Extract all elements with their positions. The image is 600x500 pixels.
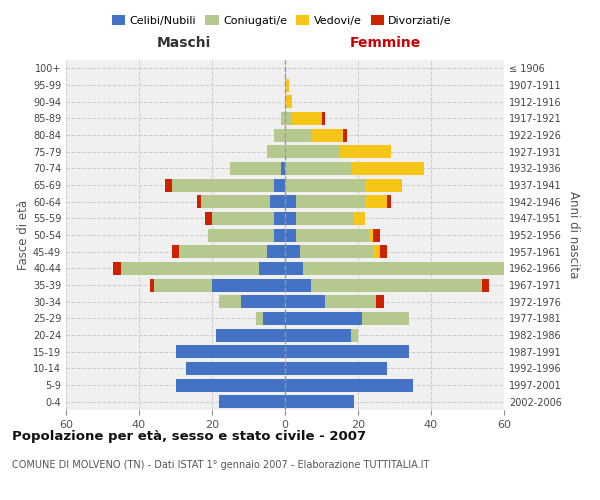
Bar [296, 228, 369, 241]
Bar [285, 162, 350, 175]
Bar [350, 162, 424, 175]
Bar [296, 195, 365, 208]
Bar [154, 278, 212, 291]
Bar [285, 78, 289, 92]
Bar [274, 228, 285, 241]
Legend: Celibi/Nubili, Coniugati/e, Vedovi/e, Divorziati/e: Celibi/Nubili, Coniugati/e, Vedovi/e, Di… [107, 10, 457, 30]
Bar [285, 278, 311, 291]
Bar [285, 378, 413, 392]
Bar [285, 128, 311, 141]
Bar [274, 212, 285, 225]
Bar [285, 395, 355, 408]
Bar [121, 262, 259, 275]
Bar [205, 212, 212, 225]
Bar [350, 328, 358, 342]
Bar [113, 262, 121, 275]
Bar [285, 262, 303, 275]
Bar [241, 295, 285, 308]
Bar [259, 262, 285, 275]
Bar [325, 295, 376, 308]
Bar [365, 178, 402, 192]
Bar [274, 128, 285, 141]
Bar [176, 378, 285, 392]
Bar [281, 112, 285, 125]
Bar [322, 112, 325, 125]
Bar [285, 295, 325, 308]
Bar [271, 195, 285, 208]
Bar [230, 162, 281, 175]
Bar [482, 278, 490, 291]
Bar [311, 278, 482, 291]
Bar [285, 312, 362, 325]
Bar [201, 195, 271, 208]
Text: Popolazione per età, sesso e stato civile - 2007: Popolazione per età, sesso e stato civil… [12, 430, 366, 443]
Bar [369, 228, 373, 241]
Bar [362, 312, 409, 325]
Bar [285, 178, 365, 192]
Bar [292, 112, 322, 125]
Bar [285, 345, 409, 358]
Bar [373, 228, 380, 241]
Bar [285, 328, 350, 342]
Bar [285, 245, 299, 258]
Bar [179, 245, 267, 258]
Y-axis label: Anni di nascita: Anni di nascita [567, 192, 580, 278]
Bar [387, 195, 391, 208]
Bar [197, 195, 201, 208]
Text: Femmine: Femmine [350, 36, 421, 50]
Bar [150, 278, 154, 291]
Bar [373, 245, 380, 258]
Bar [343, 128, 347, 141]
Bar [267, 145, 285, 158]
Bar [296, 212, 355, 225]
Bar [274, 178, 285, 192]
Bar [380, 245, 387, 258]
Bar [172, 245, 179, 258]
Bar [215, 328, 285, 342]
Bar [256, 312, 263, 325]
Bar [504, 262, 511, 275]
Bar [176, 345, 285, 358]
Bar [212, 278, 285, 291]
Bar [285, 112, 292, 125]
Bar [311, 128, 343, 141]
Bar [208, 228, 274, 241]
Bar [220, 395, 285, 408]
Bar [285, 95, 292, 108]
Bar [285, 212, 296, 225]
Bar [299, 245, 373, 258]
Bar [285, 195, 296, 208]
Bar [340, 145, 391, 158]
Bar [285, 145, 340, 158]
Y-axis label: Fasce di età: Fasce di età [17, 200, 30, 270]
Bar [172, 178, 274, 192]
Bar [263, 312, 285, 325]
Text: Maschi: Maschi [157, 36, 211, 50]
Bar [220, 295, 241, 308]
Bar [187, 362, 285, 375]
Bar [285, 362, 387, 375]
Bar [365, 195, 387, 208]
Bar [355, 212, 365, 225]
Bar [376, 295, 383, 308]
Bar [164, 178, 172, 192]
Bar [267, 245, 285, 258]
Bar [212, 212, 274, 225]
Text: COMUNE DI MOLVENO (TN) - Dati ISTAT 1° gennaio 2007 - Elaborazione TUTTITALIA.IT: COMUNE DI MOLVENO (TN) - Dati ISTAT 1° g… [12, 460, 430, 470]
Bar [285, 228, 296, 241]
Bar [303, 262, 504, 275]
Bar [281, 162, 285, 175]
